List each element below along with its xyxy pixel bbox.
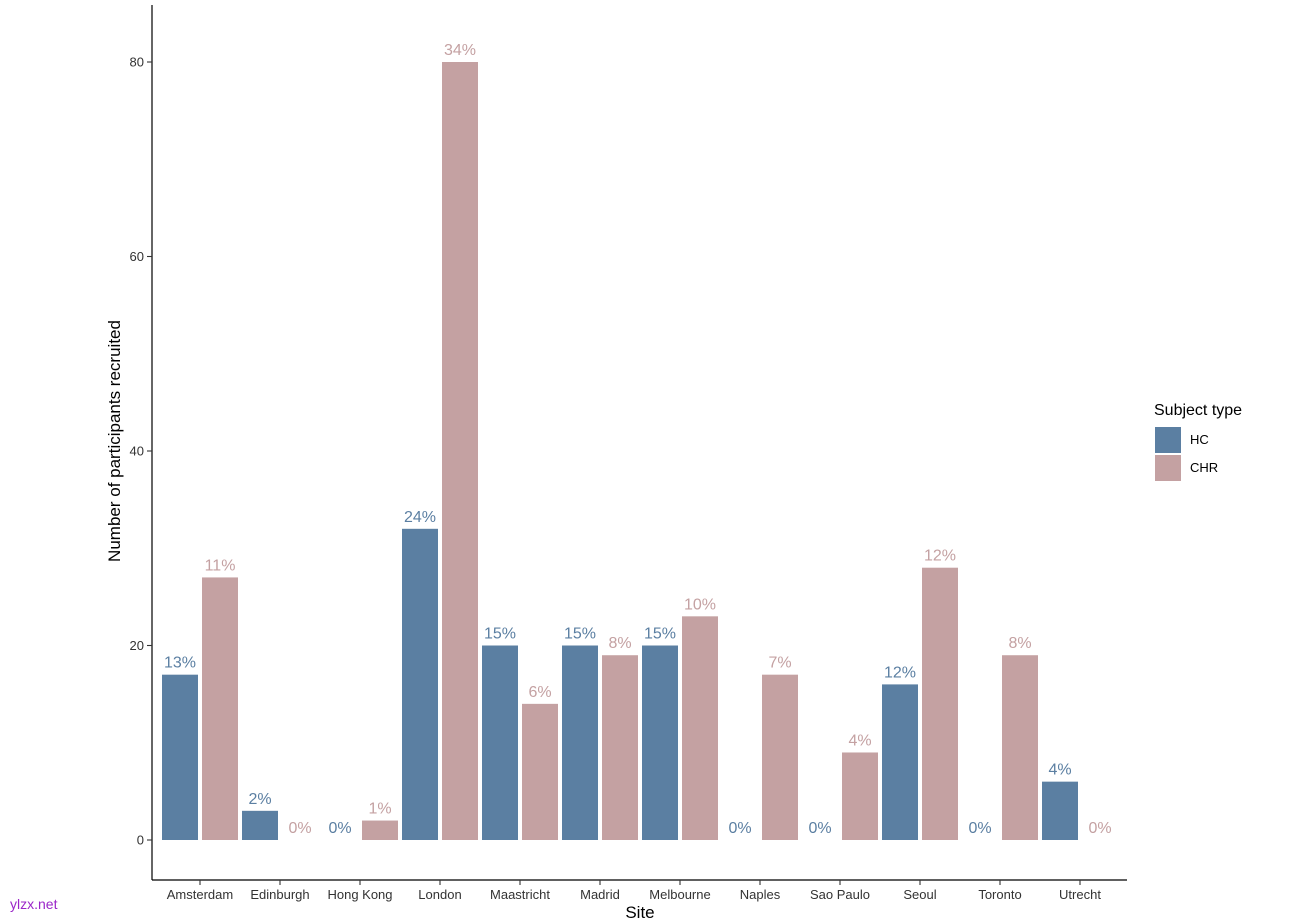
watermark-text: ylzx.net [10,896,58,912]
bar-label-hc: 2% [248,791,271,808]
legend: Subject type HC CHR [1154,402,1242,481]
y-tick-label: 20 [130,638,144,653]
bar-chr [762,674,798,840]
bar-label-hc: 0% [728,820,751,837]
bar-chr [602,655,638,840]
bar-label-chr: 8% [1008,635,1031,652]
x-axis-title: Site [625,903,654,920]
y-tick-label: 80 [130,55,144,70]
bar-label-chr: 10% [684,596,716,613]
bar-label-chr: 8% [608,635,631,652]
bar-chr [522,703,558,840]
x-tick-label: Hong Kong [327,887,392,902]
x-tick-label: Naples [740,887,781,902]
bar-hc [1042,781,1078,840]
bar-chr [842,752,878,840]
y-tick-label: 60 [130,249,144,264]
bar-label-chr: 12% [924,548,956,565]
bar-hc [242,810,278,840]
legend-key-hc [1155,427,1181,453]
bar-hc [402,528,438,840]
bar-labels-layer: 13% 11% 2% 0% 0% 1% 24% 34% 15% 6% 15% 8% 15% 10% 0% 7%… [164,42,1112,837]
bar-label-hc: 15% [564,626,596,643]
x-tick-label: Edinburgh [250,887,309,902]
x-tick-label: Maastricht [490,887,550,902]
bar-label-hc: 0% [968,820,991,837]
bar-hc [882,684,918,840]
bar-label-chr: 4% [848,732,871,749]
bar-label-hc: 4% [1048,762,1071,779]
x-tick-label: Sao Paulo [810,887,870,902]
bar-chr [362,820,398,840]
bar-chr [442,62,478,840]
bar-label-hc: 12% [884,664,916,681]
y-ticks: 0 20 40 60 80 [130,55,152,848]
y-tick-label: 40 [130,444,144,459]
y-axis-title: Number of participants recruited [105,320,124,562]
legend-key-chr [1155,455,1181,481]
legend-label-chr: CHR [1190,460,1218,475]
bar-hc [162,674,198,840]
bar-label-chr: 11% [205,557,236,574]
x-ticks: Amsterdam Edinburgh Hong Kong London Maastri… [167,880,1101,902]
bar-label-hc: 15% [644,626,676,643]
bar-label-chr: 0% [1088,820,1111,837]
x-tick-label: Toronto [978,887,1021,902]
bar-label-hc: 0% [328,820,351,837]
bar-hc [642,645,678,840]
bar-label-chr: 7% [768,655,791,672]
y-tick-label: 0 [137,833,144,848]
bar-label-hc: 24% [404,509,436,526]
x-tick-label: Seoul [903,887,936,902]
bar-label-chr: 1% [368,801,391,818]
bar-chr [922,567,958,840]
x-tick-label: Melbourne [649,887,710,902]
legend-label-hc: HC [1190,432,1209,447]
x-tick-label: London [418,887,461,902]
bar-label-hc: 15% [484,626,516,643]
x-tick-label: Amsterdam [167,887,233,902]
bar-label-chr: 34% [444,42,476,59]
bar-label-hc: 0% [808,820,831,837]
bar-hc [482,645,518,840]
bars-layer [162,62,1078,840]
bar-hc [562,645,598,840]
x-tick-label: Madrid [580,887,620,902]
bar-chr [682,616,718,840]
bar-chr [1002,655,1038,840]
bar-label-hc: 13% [164,655,196,672]
legend-title: Subject type [1154,402,1242,419]
bar-label-chr: 6% [528,684,551,701]
bar-label-chr: 0% [288,820,311,837]
bar-chr [202,577,238,840]
x-tick-label: Utrecht [1059,887,1101,902]
